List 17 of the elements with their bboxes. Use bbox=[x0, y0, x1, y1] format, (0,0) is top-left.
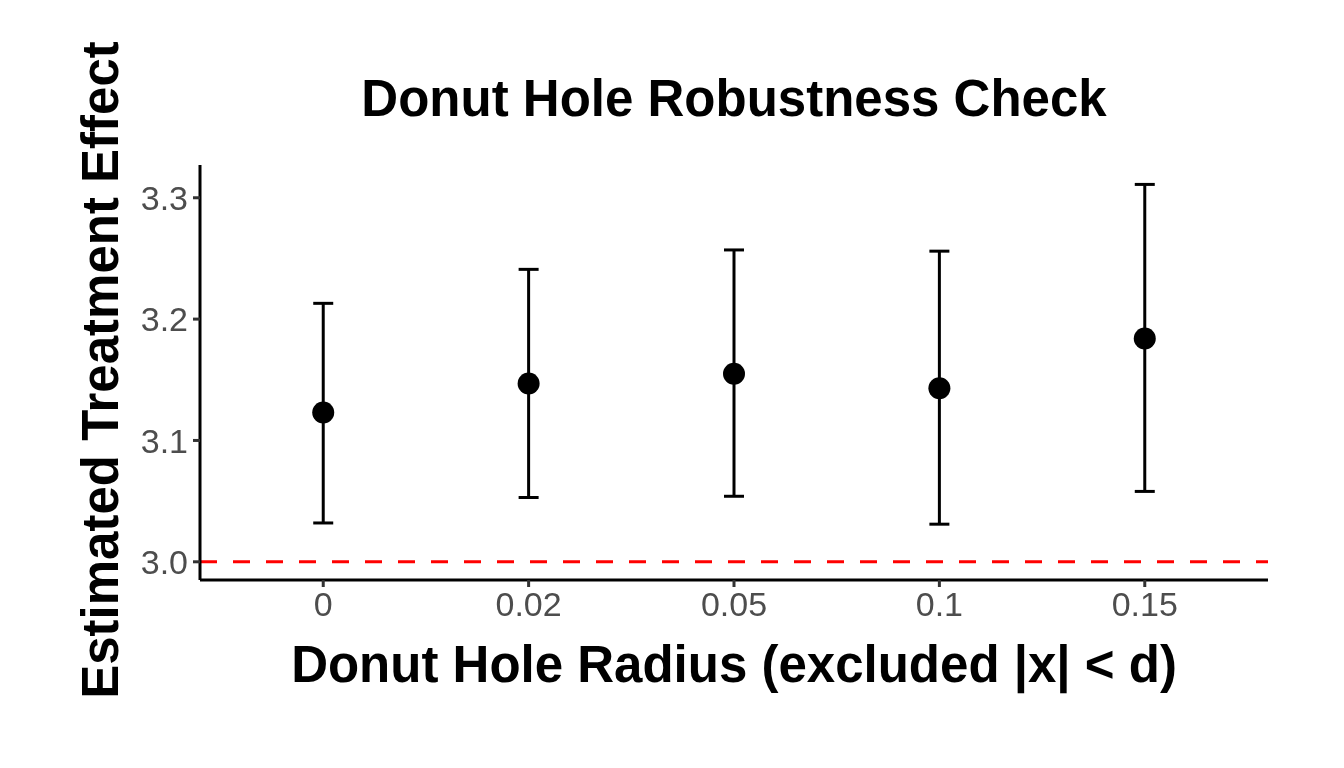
y-axis-title: Estimated Treatment Effect bbox=[71, 41, 129, 699]
chart-title: Donut Hole Robustness Check bbox=[361, 69, 1107, 127]
y-tick-label: 3.1 bbox=[140, 421, 188, 460]
point bbox=[1133, 327, 1156, 350]
point bbox=[517, 372, 540, 395]
point bbox=[723, 362, 745, 385]
point bbox=[312, 401, 335, 424]
x-axis-title: Donut Hole Radius (excluded |x| < d) bbox=[291, 635, 1177, 693]
x-tick-label: 0 bbox=[313, 585, 333, 624]
y-tick-label: 3.0 bbox=[140, 542, 188, 581]
x-tick-label: 0.02 bbox=[495, 585, 562, 624]
x-tick-label: 0.15 bbox=[1111, 585, 1178, 624]
point bbox=[928, 377, 951, 400]
y-tick-label: 3.3 bbox=[140, 178, 188, 217]
x-tick-label: 0.05 bbox=[700, 585, 768, 624]
y-tick-label: 3.2 bbox=[140, 300, 188, 339]
x-tick-label: 0.1 bbox=[915, 585, 964, 624]
